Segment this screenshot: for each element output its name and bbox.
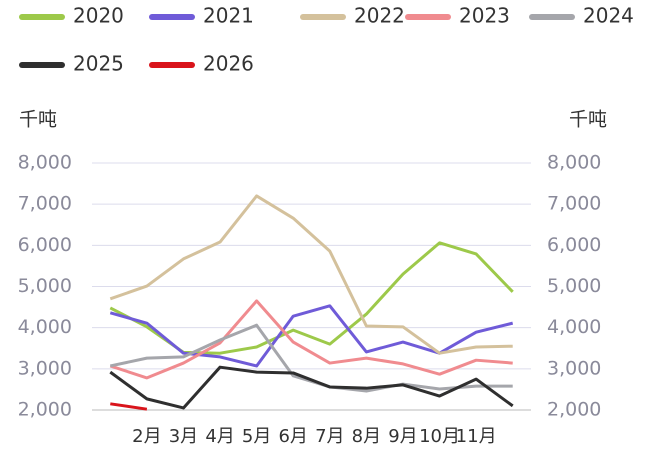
legend-label: 2026 [203,52,254,76]
x-tick-label: 5月 [242,426,271,447]
y-tick-label: 4,000 [18,316,72,338]
y2-tick-label: 6,000 [547,234,601,256]
series-line [109,241,514,355]
y2-tick-label: 5,000 [547,275,601,297]
y-tick-label: 5,000 [18,275,72,297]
y2-axis-label: 千吨 [569,109,607,131]
y2-tick-label: 3,000 [547,357,601,379]
legend-label: 2020 [73,4,124,28]
y2-tick-label: 2,000 [547,399,601,421]
x-tick-label: 10月 [419,426,460,447]
series-line [109,194,513,355]
series-line [110,402,148,411]
y-tick-label: 2,000 [18,399,72,421]
legend-label: 2025 [73,52,124,76]
legend-label: 2024 [583,4,634,28]
series-line [109,304,514,368]
x-tick-label: 4月 [205,426,234,447]
y-tick-label: 3,000 [18,357,72,379]
legend-label: 2023 [459,4,510,28]
y2-tick-label: 8,000 [547,152,601,174]
x-tick-label: 6月 [278,426,307,447]
series-line [109,299,513,380]
y2-tick-label: 7,000 [547,193,601,215]
x-tick-label: 8月 [352,426,381,447]
x-tick-label: 2月 [132,426,161,447]
x-tick-label: 11月 [456,426,497,447]
y2-tick-label: 4,000 [547,316,601,338]
y-tick-label: 8,000 [18,152,72,174]
legend-label: 2022 [354,4,405,28]
x-tick-label: 3月 [169,426,198,447]
y-axis-label: 千吨 [19,109,57,131]
y-tick-label: 6,000 [18,234,72,256]
y-tick-label: 7,000 [18,193,72,215]
legend-label: 2021 [203,4,254,28]
x-tick-label: 9月 [388,426,417,447]
x-tick-label: 7月 [315,426,344,447]
series-line [109,365,514,410]
